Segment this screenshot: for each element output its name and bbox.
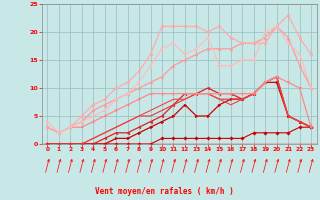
Text: Vent moyen/en rafales ( km/h ): Vent moyen/en rafales ( km/h ) [95, 187, 234, 196]
